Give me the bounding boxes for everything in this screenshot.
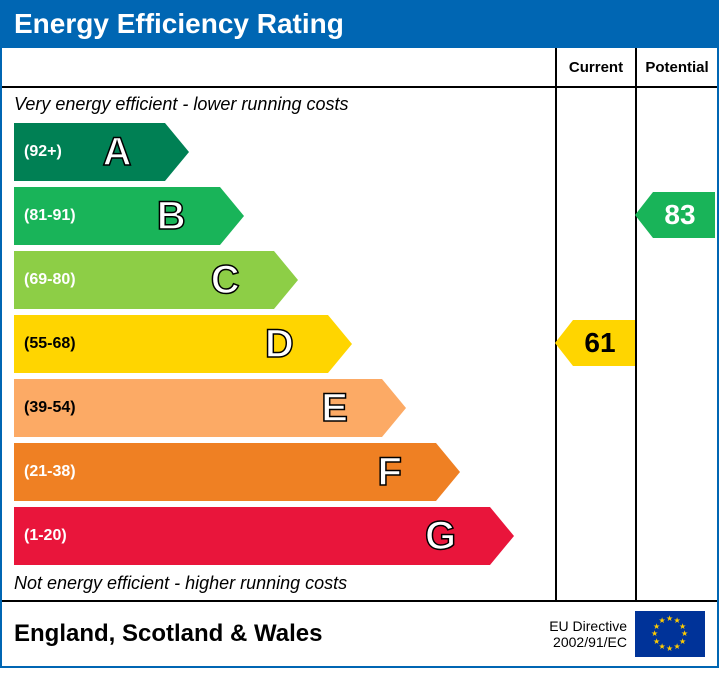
chart-body: Very energy efficient - lower running co… [2,46,717,600]
band-bar: (55-68) D [14,315,328,373]
band-range: (81-91) [14,207,76,225]
band-row-c: (69-80) C [14,251,555,309]
band-range: (69-80) [14,271,76,289]
current-pointer-value: 61 [573,320,635,366]
current-column: Current 61 [557,48,637,600]
band-row-b: (81-91) B [14,187,555,245]
potential-column: Potential 83 [637,48,717,600]
directive-text: EU Directive 2002/91/EC [549,618,627,650]
band-letter: E [321,386,348,431]
band-letter: F [378,450,402,495]
band-bar: (39-54) E [14,379,382,437]
current-pointer: 61 [555,320,635,366]
potential-pointer-value: 83 [653,192,715,238]
chart-footer: England, Scotland & Wales EU Directive 2… [2,600,717,666]
potential-pointer: 83 [635,192,715,238]
band-row-a: (92+) A [14,123,555,181]
eu-star-icon: ★ [659,616,666,625]
band-range: (1-20) [14,527,67,545]
current-body: 61 [557,88,635,600]
potential-header: Potential [637,48,717,88]
caption-bottom: Not energy efficient - higher running co… [2,567,555,600]
band-bar: (92+) A [14,123,165,181]
chart-title: Energy Efficiency Rating [2,2,717,46]
band-range: (39-54) [14,399,76,417]
region-label: England, Scotland & Wales [14,620,322,648]
bands-list: (92+) A (81-91) B (69-80) C (55-68) D (39-54) E (2… [2,121,555,567]
band-bar: (21-38) F [14,443,436,501]
band-row-f: (21-38) F [14,443,555,501]
band-row-e: (39-54) E [14,379,555,437]
band-bar: (69-80) C [14,251,274,309]
band-arrow-icon [436,443,460,501]
directive-line-2: 2002/91/EC [549,634,627,650]
eu-flag-icon: ★★★★★★★★★★★★ [635,611,705,657]
band-letter: G [425,514,456,559]
caption-top: Very energy efficient - lower running co… [2,88,555,121]
band-letter: C [211,258,240,303]
band-bar: (1-20) G [14,507,490,565]
eu-star-icon: ★ [666,644,673,653]
epc-chart: Energy Efficiency Rating Very energy eff… [0,0,719,668]
current-header: Current [557,48,635,88]
band-range: (55-68) [14,335,76,353]
band-arrow-icon [382,379,406,437]
band-range: (21-38) [14,463,76,481]
band-row-d: (55-68) D [14,315,555,373]
band-arrow-icon [328,315,352,373]
band-arrow-icon [220,187,244,245]
eu-star-icon: ★ [666,614,673,623]
potential-pointer-arrow-icon [635,192,653,238]
eu-star-icon: ★ [674,642,681,651]
band-range: (92+) [14,143,62,161]
bands-header-spacer [2,48,555,88]
band-row-g: (1-20) G [14,507,555,565]
band-letter: D [265,322,294,367]
directive-line-1: EU Directive [549,618,627,634]
band-arrow-icon [165,123,189,181]
bands-column: Very energy efficient - lower running co… [2,48,557,600]
band-bar: (81-91) B [14,187,220,245]
potential-body: 83 [637,88,717,600]
band-arrow-icon [490,507,514,565]
band-letter: B [157,194,186,239]
band-letter: A [103,130,132,175]
band-arrow-icon [274,251,298,309]
current-pointer-arrow-icon [555,320,573,366]
eu-directive: EU Directive 2002/91/EC ★★★★★★★★★★★★ [549,611,705,657]
